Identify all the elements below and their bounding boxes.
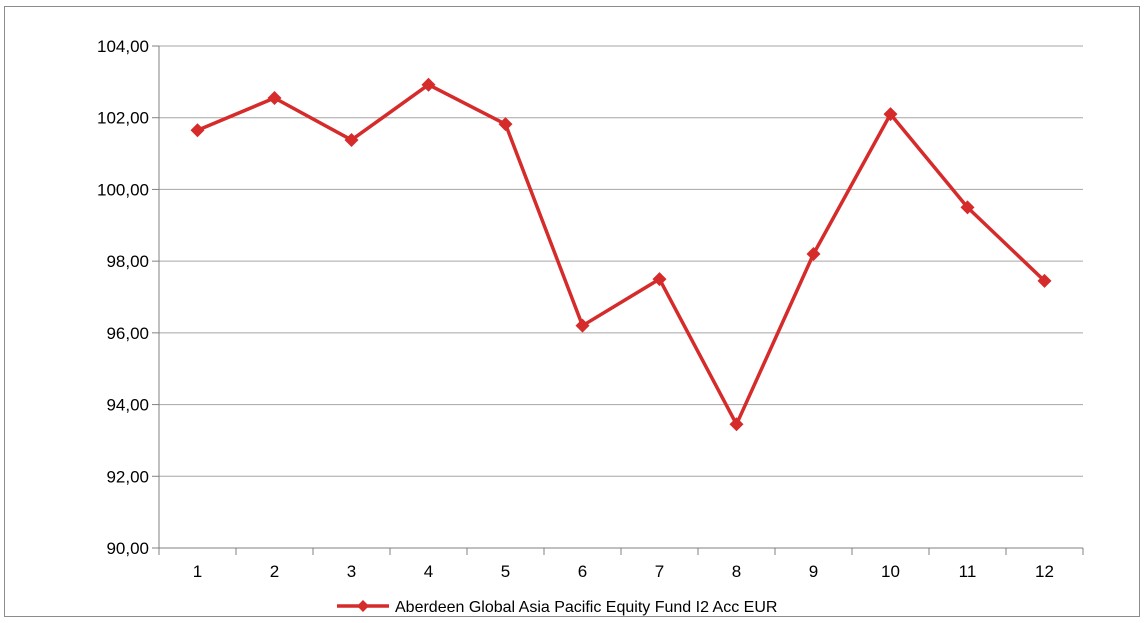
x-tick-label: 8 (732, 562, 741, 581)
x-tick-label: 9 (809, 562, 818, 581)
y-tick-label: 100,00 (97, 180, 149, 199)
x-tick-label: 1 (193, 562, 202, 581)
x-tick-label: 6 (578, 562, 587, 581)
y-tick-label: 94,00 (106, 396, 149, 415)
x-tick-label: 3 (347, 562, 356, 581)
data-point-marker (729, 417, 744, 432)
legend-label: Aberdeen Global Asia Pacific Equity Fund… (395, 599, 777, 616)
series-layer (190, 77, 1052, 432)
data-point-marker (806, 246, 821, 261)
data-point-marker (652, 272, 667, 287)
chart-frame (4, 6, 1140, 617)
x-tick-label: 12 (1035, 562, 1054, 581)
legend: Aberdeen Global Asia Pacific Equity Fund… (337, 599, 777, 616)
x-tick-label: 2 (270, 562, 279, 581)
y-tick-label: 92,00 (106, 467, 149, 486)
y-tick-label: 90,00 (106, 539, 149, 558)
y-tick-label: 102,00 (97, 109, 149, 128)
legend-marker (357, 600, 369, 612)
y-tick-label: 96,00 (106, 324, 149, 343)
x-tick-labels: 1 2 3 4 5 6 7 8 9 10 11 12 (193, 562, 1054, 581)
data-point-marker (1037, 273, 1052, 288)
data-point-marker (498, 117, 513, 132)
y-tick-label: 104,00 (97, 37, 149, 56)
data-point-marker (960, 200, 975, 215)
data-point-marker (575, 318, 590, 333)
data-point-marker (421, 77, 436, 92)
data-point-marker (267, 90, 282, 105)
gridlines (159, 45, 1083, 477)
data-point-marker (883, 107, 898, 122)
x-tick-label: 4 (424, 562, 433, 581)
data-point-marker (190, 123, 205, 138)
x-tick-label: 5 (501, 562, 510, 581)
y-tick-label: 98,00 (106, 252, 149, 271)
data-point-marker (344, 132, 359, 147)
x-tick-label: 11 (959, 562, 977, 581)
x-tick-label: 7 (655, 562, 664, 581)
x-tick-label: 10 (881, 562, 900, 581)
axes (152, 45, 1084, 555)
y-tick-labels: 90,00 92,00 94,00 96,00 98,00 100,00 102,00 104… (97, 37, 149, 558)
series-line (196, 82, 1046, 427)
